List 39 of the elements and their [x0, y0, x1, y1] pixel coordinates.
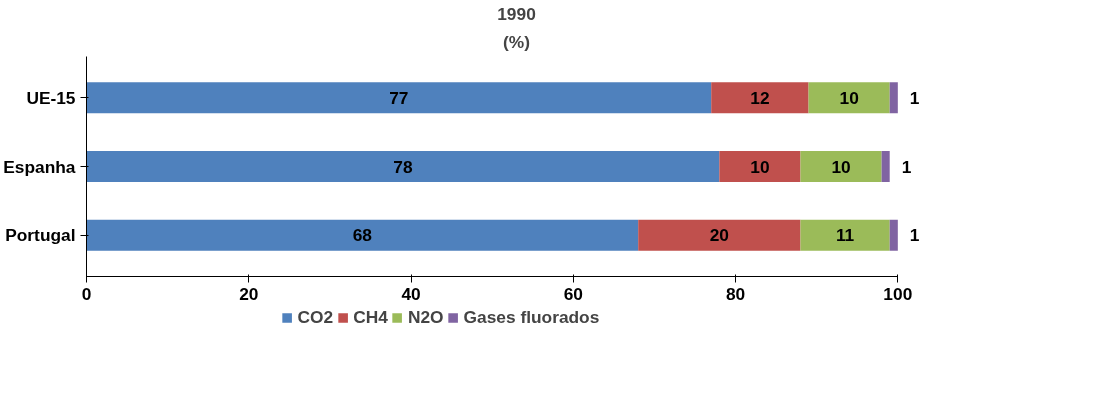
- bar: [881, 151, 890, 182]
- data-label: 1: [909, 225, 920, 246]
- bar: [889, 82, 898, 114]
- x-tick-label: 80: [725, 283, 746, 304]
- bar: [800, 219, 890, 251]
- data-label: 77: [389, 87, 409, 108]
- bar: [86, 82, 712, 114]
- bar: [86, 151, 720, 182]
- x-tick-label: 60: [563, 283, 583, 304]
- data-label: 10: [839, 87, 859, 108]
- bar: [889, 219, 898, 251]
- data-label: 12: [750, 87, 770, 108]
- bar: [808, 82, 890, 114]
- legend-label: CO2: [297, 306, 334, 328]
- x-tick-label: 20: [239, 283, 259, 304]
- chart-title: 1990: [497, 3, 536, 24]
- bar: [711, 82, 809, 114]
- bar: [719, 151, 801, 182]
- data-label: 11: [835, 225, 855, 246]
- data-label: 68: [352, 225, 373, 246]
- chart-subtitle: (%): [503, 31, 530, 52]
- data-label: 10: [750, 156, 770, 177]
- legend-label: CH4: [353, 306, 388, 328]
- bar: [800, 151, 882, 182]
- legend-label: N2O: [407, 306, 444, 328]
- legend-label: Gases fluorados: [463, 306, 600, 328]
- bar: [86, 219, 639, 251]
- y-tick-label: UE-15: [26, 87, 76, 108]
- y-tick-label: Espanha: [3, 156, 76, 177]
- data-label: 20: [709, 225, 729, 246]
- data-label: 1: [901, 156, 912, 177]
- data-label: 78: [393, 156, 413, 177]
- data-label: 1: [909, 87, 920, 108]
- data-label: 10: [831, 156, 851, 177]
- y-tick-label: Portugal: [5, 225, 76, 246]
- bar: [638, 219, 801, 251]
- x-tick-label: 100: [883, 283, 913, 304]
- x-tick-label: 0: [81, 283, 92, 304]
- x-tick-label: 40: [401, 283, 421, 304]
